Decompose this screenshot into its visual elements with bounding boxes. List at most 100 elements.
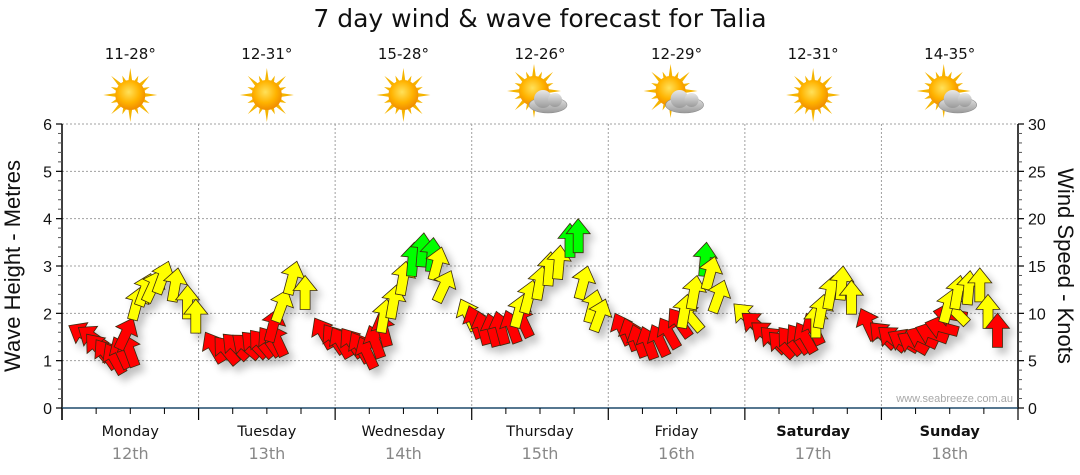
- wind-arrow: [425, 246, 451, 282]
- temperature-label: 12-31°: [788, 45, 839, 63]
- axes: 0 1 2 3 4 5 6 0 5 10 15 20 25 30: [43, 117, 1046, 420]
- sun-ray: [376, 92, 391, 98]
- wind-arrow: [292, 274, 318, 310]
- temperature-label: 12-31°: [241, 45, 292, 63]
- cloud-part: [684, 93, 699, 107]
- sunny-icon: [786, 68, 841, 122]
- sun-ray: [264, 107, 269, 122]
- sun-ray: [825, 92, 841, 98]
- left-tick-label: 0: [43, 401, 52, 418]
- date-label: 13th: [248, 444, 285, 463]
- date-label: 17th: [795, 444, 832, 463]
- sun-ray: [128, 68, 133, 83]
- sun-ray: [916, 88, 931, 94]
- day-label: Thursday: [505, 424, 574, 440]
- temperature-label: 15-28°: [378, 45, 429, 63]
- wind-arrow: [838, 279, 865, 315]
- wind-arrow: [984, 312, 1011, 348]
- right-tick-label: 15: [1028, 259, 1046, 276]
- wind-arrow: [681, 274, 708, 311]
- sun-ray: [103, 92, 118, 98]
- wind-arrow: [698, 255, 724, 292]
- sun-ray: [956, 88, 971, 94]
- wind-arrow: [269, 289, 295, 324]
- cloud-part: [957, 93, 972, 107]
- temperature-label: 12-26°: [514, 45, 565, 63]
- temperature-label: 12-29°: [651, 45, 702, 63]
- wind-arrow: [565, 218, 592, 254]
- partly-cloudy-icon: [643, 64, 704, 118]
- wind-arrow: [174, 284, 201, 320]
- cloud-part: [548, 93, 562, 107]
- date-label: 15th: [522, 444, 559, 463]
- right-tick-label: 5: [1028, 354, 1037, 371]
- cloud-part: [670, 90, 689, 108]
- right-tick-label: 30: [1028, 117, 1046, 134]
- left-axis-title: Wave Height - Metres: [0, 160, 25, 372]
- left-tick-label: 2: [43, 306, 52, 323]
- cloud: [528, 90, 568, 114]
- date-label: 18th: [931, 444, 968, 463]
- temperature-label: 14-35°: [924, 45, 975, 63]
- sun-disc: [798, 80, 829, 110]
- left-tick-label: 6: [43, 117, 52, 134]
- sun-ray: [546, 88, 561, 94]
- sun-disc: [388, 80, 419, 110]
- cloud-part: [534, 90, 552, 108]
- sun-disc: [115, 80, 146, 110]
- day-label: Friday: [655, 424, 699, 440]
- sun-ray: [811, 68, 816, 83]
- sun-ray: [643, 88, 658, 94]
- sun-ray: [941, 64, 946, 79]
- day-label: Tuesday: [236, 424, 296, 440]
- wind-arrow: [588, 298, 613, 334]
- sun-ray: [239, 92, 255, 98]
- wind-arrow: [182, 298, 209, 334]
- day-label: Sunday: [920, 424, 981, 440]
- sun-ray: [401, 107, 406, 122]
- sun-ray: [683, 88, 698, 94]
- sun-ray: [416, 92, 431, 98]
- partly-cloudy-icon: [507, 64, 568, 118]
- wind-arrow: [692, 241, 719, 278]
- partly-cloudy-icon: [916, 64, 978, 118]
- sun-ray: [401, 68, 406, 83]
- right-tick-label: 0: [1028, 401, 1037, 418]
- wind-arrow: [113, 317, 139, 352]
- left-tick-label: 4: [43, 212, 52, 229]
- wind-arrow: [162, 267, 189, 303]
- wind-arrow: [966, 267, 993, 303]
- left-tick-label: 5: [43, 164, 52, 181]
- grid: [62, 123, 1018, 408]
- date-label: 12th: [112, 444, 149, 463]
- sun-ray: [786, 92, 801, 98]
- cloud: [665, 90, 704, 114]
- sun-ray: [279, 92, 294, 98]
- sun-ray: [128, 107, 133, 122]
- sun-ray: [507, 88, 522, 94]
- sun-ray: [143, 92, 158, 98]
- day-labels: Monday 12th Tuesday 13th Wednesday 14th Thursd…: [102, 424, 981, 463]
- cloud: [938, 90, 978, 114]
- sun-ray: [668, 64, 673, 79]
- chart-title: 7 day wind & wave forecast for Talia: [313, 4, 767, 33]
- weather-icons: [103, 64, 978, 122]
- day-label: Monday: [102, 424, 160, 440]
- wind-arrow: [707, 279, 732, 315]
- sunny-icon: [376, 68, 431, 122]
- wind-arrows: [68, 218, 1011, 377]
- temperature-label: 11-28°: [105, 45, 156, 63]
- right-tick-label: 25: [1028, 164, 1046, 181]
- watermark: www.seabreeze.com.au: [895, 393, 1013, 405]
- wind-arrow: [431, 270, 457, 305]
- day-label: Wednesday: [361, 424, 445, 440]
- day-label: Saturday: [776, 424, 850, 440]
- sun-ray: [531, 64, 537, 79]
- left-tick-label: 1: [43, 354, 52, 371]
- sunny-icon: [239, 68, 294, 122]
- temperatures: 11-28° 12-31° 15-28° 12-26° 12-29° 12-31° 14-3…: [105, 45, 976, 63]
- date-label: 16th: [658, 444, 695, 463]
- wind-arrow: [571, 265, 597, 301]
- sunny-icon: [103, 68, 158, 122]
